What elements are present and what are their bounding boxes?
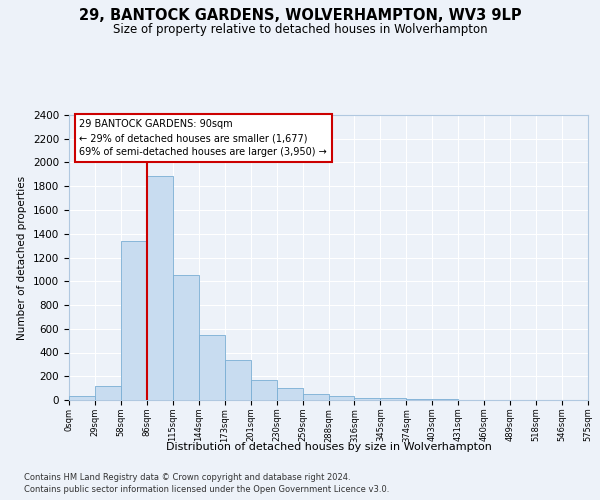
Bar xyxy=(302,394,329,400)
Y-axis label: Number of detached properties: Number of detached properties xyxy=(17,176,28,340)
Bar xyxy=(355,398,380,400)
Bar xyxy=(199,334,224,400)
Bar xyxy=(406,399,432,400)
Text: Contains public sector information licensed under the Open Government Licence v3: Contains public sector information licen… xyxy=(24,485,389,494)
Text: Distribution of detached houses by size in Wolverhampton: Distribution of detached houses by size … xyxy=(166,442,492,452)
Bar xyxy=(121,241,147,400)
Text: 29 BANTOCK GARDENS: 90sqm
← 29% of detached houses are smaller (1,677)
69% of se: 29 BANTOCK GARDENS: 90sqm ← 29% of detac… xyxy=(79,120,327,158)
Bar xyxy=(380,398,406,400)
Bar xyxy=(173,276,199,400)
Bar xyxy=(69,396,95,400)
Bar xyxy=(95,386,121,400)
Text: Contains HM Land Registry data © Crown copyright and database right 2024.: Contains HM Land Registry data © Crown c… xyxy=(24,472,350,482)
Bar xyxy=(251,380,277,400)
Bar xyxy=(329,396,355,400)
Text: Size of property relative to detached houses in Wolverhampton: Size of property relative to detached ho… xyxy=(113,22,487,36)
Text: 29, BANTOCK GARDENS, WOLVERHAMPTON, WV3 9LP: 29, BANTOCK GARDENS, WOLVERHAMPTON, WV3 … xyxy=(79,8,521,22)
Bar xyxy=(147,176,173,400)
Bar xyxy=(277,388,302,400)
Bar xyxy=(225,360,251,400)
